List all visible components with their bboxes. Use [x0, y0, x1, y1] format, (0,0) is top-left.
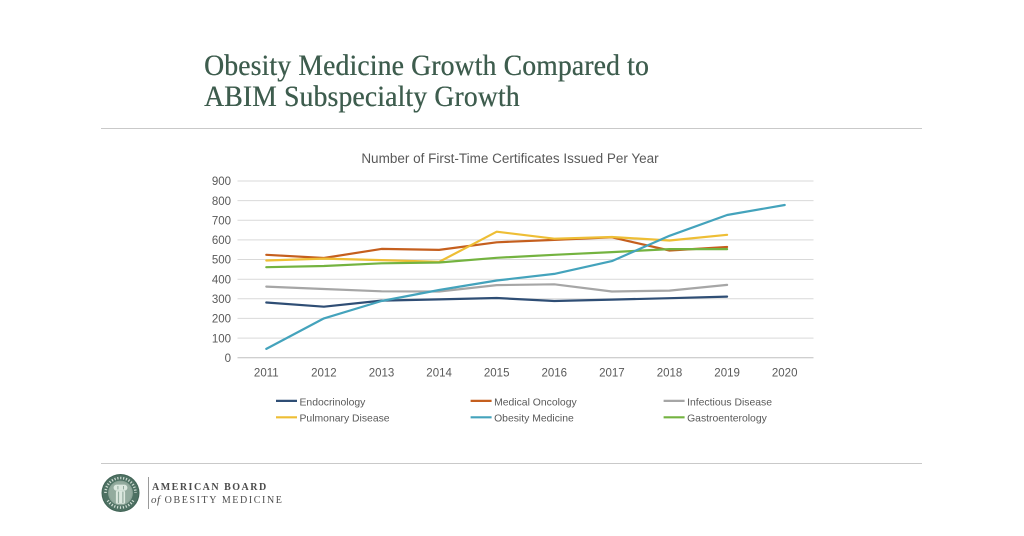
svg-text:Number of First-Time Certifica: Number of First-Time Certificates Issued… — [361, 151, 659, 166]
svg-text:800: 800 — [212, 196, 231, 208]
svg-text:500: 500 — [212, 255, 231, 267]
svg-text:600: 600 — [212, 235, 231, 247]
svg-text:700: 700 — [212, 216, 231, 228]
svg-text:2012: 2012 — [311, 368, 337, 380]
svg-text:Obesity Medicine: Obesity Medicine — [494, 414, 574, 425]
svg-text:Infectious Disease: Infectious Disease — [687, 397, 772, 408]
svg-text:Endocrinology: Endocrinology — [300, 397, 367, 408]
svg-text:2016: 2016 — [542, 368, 568, 380]
svg-text:2014: 2014 — [426, 368, 452, 380]
svg-text:900: 900 — [212, 176, 231, 188]
svg-text:2017: 2017 — [599, 368, 625, 380]
svg-text:100: 100 — [212, 333, 231, 345]
svg-text:0: 0 — [225, 353, 231, 365]
svg-text:300: 300 — [212, 294, 231, 306]
svg-text:2019: 2019 — [714, 368, 740, 380]
svg-text:2020: 2020 — [772, 368, 798, 380]
svg-text:2013: 2013 — [369, 368, 395, 380]
svg-text:Gastroenterology: Gastroenterology — [687, 414, 768, 425]
svg-text:200: 200 — [212, 314, 231, 326]
svg-text:400: 400 — [212, 274, 231, 286]
svg-text:2015: 2015 — [484, 368, 510, 380]
svg-text:Pulmonary Disease: Pulmonary Disease — [300, 414, 390, 425]
svg-text:2011: 2011 — [254, 368, 279, 380]
svg-text:Medical Oncology: Medical Oncology — [494, 397, 577, 408]
svg-text:2018: 2018 — [657, 368, 683, 380]
